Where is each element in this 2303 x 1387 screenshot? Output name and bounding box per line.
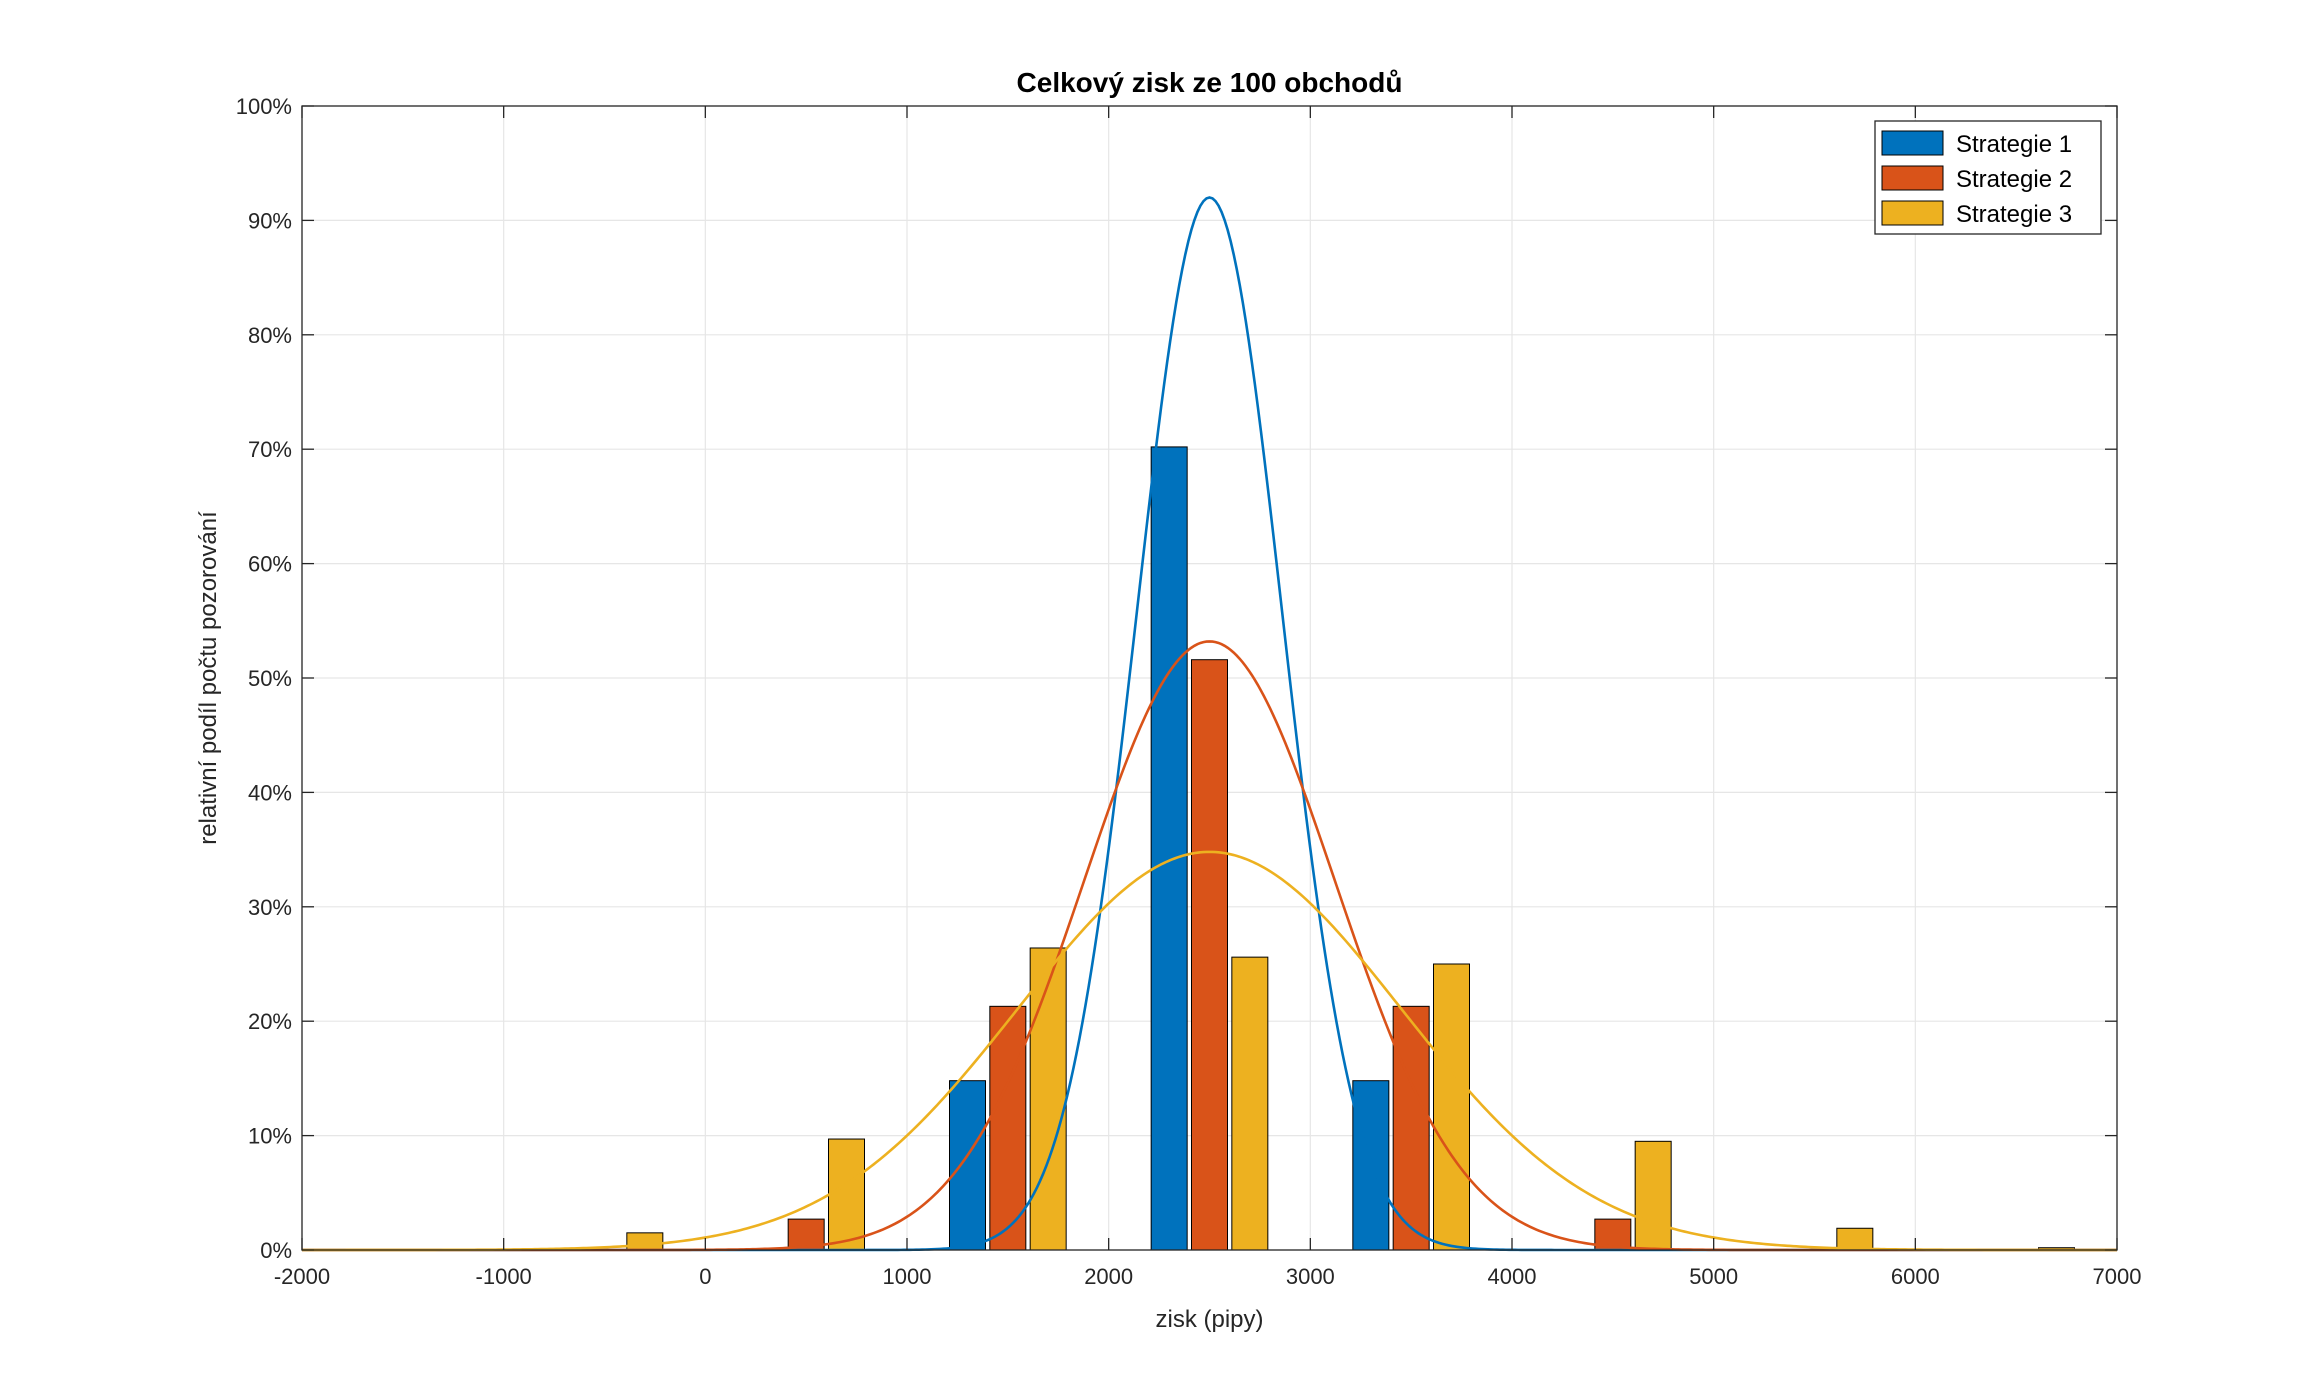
- bar-2: [1392, 1005, 1430, 1251]
- x-tick-labels: -2000 -1000 0 1000 2000 3000 4000 5000 6000 7000: [274, 1264, 2142, 1289]
- y-tick-label: 80%: [248, 323, 292, 348]
- bar-3: [1836, 1227, 1874, 1251]
- x-tick-label: 7000: [2093, 1264, 2142, 1289]
- x-tick-label: 0: [699, 1264, 711, 1289]
- x-tick-label: 3000: [1286, 1264, 1335, 1289]
- legend-swatch-1: [1881, 130, 1944, 156]
- bar-1: [1150, 446, 1188, 1251]
- y-axis-label: relativní podíl počtu pozorování: [195, 511, 222, 845]
- y-tick-label: 20%: [248, 1009, 292, 1034]
- y-tick-label: 0%: [260, 1238, 292, 1263]
- x-axis-label: zisk (pipy): [1155, 1306, 1263, 1333]
- x-tick-label: 4000: [1488, 1264, 1537, 1289]
- bar-1: [1352, 1080, 1390, 1251]
- x-tick-label: -2000: [274, 1264, 330, 1289]
- bar-3: [1634, 1140, 1672, 1251]
- fit-curve-3: [302, 850, 2117, 1252]
- x-tick-label: 1000: [883, 1264, 932, 1289]
- bar-2: [989, 1005, 1027, 1251]
- bars: [626, 446, 2075, 1251]
- legend-label-3: Strategie 3: [1956, 201, 2072, 228]
- bar-3: [1231, 956, 1269, 1251]
- y-tick-labels: 0% 10% 20% 30% 40% 50% 60% 70% 80% 90% 100%: [236, 94, 292, 1263]
- x-tick-label: 2000: [1084, 1264, 1133, 1289]
- y-tick-label: 50%: [248, 666, 292, 691]
- y-tick-label: 40%: [248, 780, 292, 805]
- legend: Strategie 1 Strategie 2 Strategie 3: [1874, 120, 2102, 235]
- y-tick-label: 70%: [248, 437, 292, 462]
- legend-label-1: Strategie 1: [1956, 131, 2072, 158]
- legend-swatch-2: [1881, 165, 1944, 191]
- y-tick-label: 100%: [236, 94, 292, 119]
- legend-label-2: Strategie 2: [1956, 166, 2072, 193]
- y-tick-label: 60%: [248, 552, 292, 577]
- bar-1: [949, 1080, 986, 1251]
- y-tick-label: 30%: [248, 895, 292, 920]
- bar-2: [1191, 659, 1228, 1251]
- x-tick-label: -1000: [476, 1264, 532, 1289]
- ticks: [301, 105, 2118, 1251]
- bar-3: [828, 1138, 865, 1251]
- x-tick-label: 6000: [1891, 1264, 1940, 1289]
- x-tick-label: 5000: [1689, 1264, 1738, 1289]
- bar-3: [1433, 963, 1470, 1251]
- bar-3: [626, 1232, 664, 1251]
- plot-area: [301, 105, 2118, 1252]
- y-tick-label: 10%: [248, 1124, 292, 1149]
- y-tick-label: 90%: [248, 208, 292, 233]
- bar-3: [1029, 947, 1067, 1251]
- legend-items: Strategie 1 Strategie 2 Strategie 3: [1881, 130, 2072, 228]
- chart-title: Celkový zisk ze 100 obchodů: [1017, 67, 1403, 98]
- legend-swatch-3: [1881, 200, 1944, 226]
